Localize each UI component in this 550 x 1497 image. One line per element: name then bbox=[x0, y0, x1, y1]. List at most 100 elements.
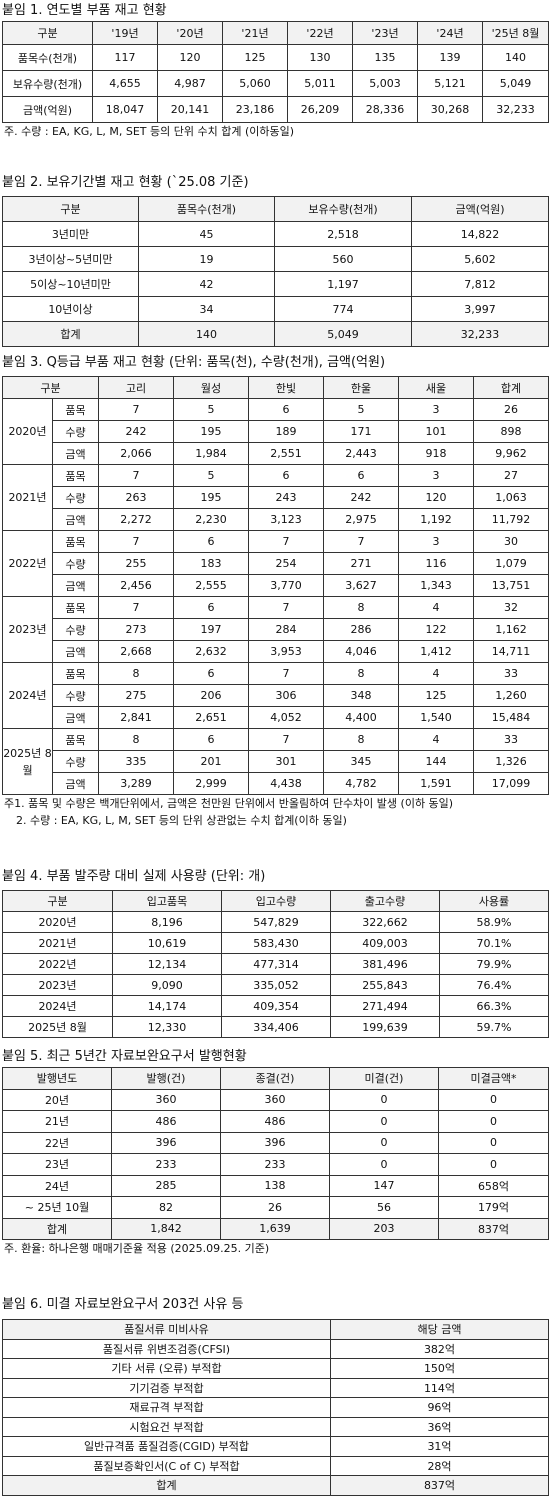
table-row: 2020년 품목 7 5 6 5 3 26 bbox=[2, 398, 549, 465]
table-cell: 3,997 bbox=[411, 296, 549, 322]
table-cell: 1,984 bbox=[173, 442, 249, 465]
note: 주. 수량 : EA, KG, L, M, SET 등의 단위 수치 합계 (이… bbox=[4, 125, 295, 138]
header-cell: '21년 bbox=[222, 21, 288, 45]
group-label: 2023년 bbox=[2, 596, 53, 663]
table-cell: 285 bbox=[111, 1174, 221, 1197]
table: 구분 '19년 '20년 '21년 '22년 '23년 '24년 '25년 8월 품목수(천개)… bbox=[2, 21, 549, 123]
table-cell: 284 bbox=[248, 618, 324, 641]
table-row: 수량 275 206 306 348 125 1,260 bbox=[3, 684, 549, 707]
table-cell: 23년 bbox=[2, 1153, 112, 1176]
section-title: 붙임 6. 미결 자료보완요구서 203건 사유 등 bbox=[2, 1297, 244, 1312]
header-cell: '25년 8월 bbox=[482, 21, 549, 45]
table-cell: 195 bbox=[173, 420, 249, 443]
table-cell: 183 bbox=[173, 552, 249, 575]
table-cell: 수량 bbox=[52, 420, 99, 443]
table-cell: 7 bbox=[98, 464, 174, 487]
table-row: 수량 255 183 254 271 116 1,079 bbox=[3, 552, 549, 575]
table-cell: 4,655 bbox=[92, 70, 158, 97]
table-cell: 4,052 bbox=[248, 706, 324, 729]
table-cell: 5,049 bbox=[482, 70, 549, 97]
table-row: 합계 140 5,049 32,233 bbox=[2, 321, 549, 347]
table-cell: 재료규격 부적합 bbox=[2, 1397, 331, 1418]
table-cell: 14,711 bbox=[473, 640, 549, 663]
table-cell: 5이상~10년미만 bbox=[2, 271, 139, 297]
table-row: 2020년 8,196 547,829 322,662 58.9% bbox=[2, 911, 549, 933]
table-cell: 1,540 bbox=[398, 706, 474, 729]
section: 붙임 1. 연도별 부품 재고 현황 구분 '19년 '20년 '21년 '22년 '23년… bbox=[2, 0, 549, 140]
header-cell: 새울 bbox=[398, 376, 474, 399]
table-cell: 286 bbox=[323, 618, 399, 641]
table-cell: 658억 bbox=[438, 1174, 549, 1197]
table-cell: 271 bbox=[323, 552, 399, 575]
table-cell: 기타 서류 (오류) 부적합 bbox=[2, 1358, 331, 1379]
table-cell: 120 bbox=[398, 486, 474, 509]
header-cell: 보유수량(천개) bbox=[274, 196, 412, 222]
table-cell: 138 bbox=[220, 1174, 330, 1197]
table-cell: 360 bbox=[111, 1088, 221, 1111]
table-cell: 147 bbox=[329, 1174, 439, 1197]
table-row: 품목수(천개) 117 120 125 130 135 139 140 bbox=[2, 44, 549, 71]
table-cell: 금액 bbox=[52, 772, 99, 795]
table-cell: 6 bbox=[173, 530, 249, 553]
header-cell: 입고수량 bbox=[221, 890, 331, 912]
table-cell: 품질보증확인서(C of C) 부적합 bbox=[2, 1455, 331, 1476]
table-cell: 4,782 bbox=[323, 772, 399, 795]
table-cell: 4,400 bbox=[323, 706, 399, 729]
table-cell: 7 bbox=[98, 530, 174, 553]
table-cell: 수량 bbox=[52, 684, 99, 707]
table-row: 2024년 14,174 409,354 271,494 66.3% bbox=[2, 995, 549, 1017]
table-cell: 3년미만 bbox=[2, 221, 139, 247]
table-body: 품질서류 미비사유 해당 금액 품질서류 위변조검증(CFSI) 382억 기타 서류 … bbox=[2, 1319, 549, 1496]
table-cell: 32,233 bbox=[482, 96, 549, 123]
table-cell: 0 bbox=[438, 1110, 549, 1133]
table-cell: 2,518 bbox=[274, 221, 412, 247]
table-cell: 486 bbox=[111, 1110, 221, 1133]
table-cell: 2,443 bbox=[323, 442, 399, 465]
section: 붙임 4. 부품 발주량 대비 실제 사용량 (단위: 개) 구분 입고품목 입고수량… bbox=[2, 866, 549, 1038]
table-cell: 0 bbox=[329, 1110, 439, 1133]
table-cell: 7 bbox=[248, 662, 324, 685]
table-cell: 486 bbox=[220, 1110, 330, 1133]
table-row: 수량 263 195 243 242 120 1,063 bbox=[3, 486, 549, 509]
note: 주1. 품목 및 수량은 백개단위에서, 금액은 천만원 단위에서 반올림하여 … bbox=[4, 797, 454, 810]
table-cell: 4,046 bbox=[323, 640, 399, 663]
table-cell: 10,619 bbox=[112, 932, 222, 954]
table-cell: 26 bbox=[473, 398, 549, 421]
table-cell: 345 bbox=[323, 750, 399, 773]
table: 발행년도 발행(건) 종결(건) 미결(건) 미결금액* 20년 360 360 0 0 21년 48… bbox=[2, 1067, 549, 1240]
table-cell: 7 bbox=[323, 530, 399, 553]
table-cell: 560 bbox=[274, 246, 412, 272]
header-cell: 품질서류 미비사유 bbox=[2, 1319, 331, 1340]
table-cell: 2,555 bbox=[173, 574, 249, 597]
table-cell: 합계 bbox=[2, 321, 139, 347]
table-cell: 360 bbox=[220, 1088, 330, 1111]
table: 구분 품목수(천개) 보유수량(천개) 금액(억원) 3년미만 45 2,518 14,822… bbox=[2, 196, 549, 347]
table-cell: 2,272 bbox=[98, 508, 174, 531]
table-row: 20년 360 360 0 0 bbox=[2, 1088, 549, 1111]
table-cell: 20년 bbox=[2, 1088, 112, 1111]
table-cell: 2,999 bbox=[173, 772, 249, 795]
table-cell: 117 bbox=[92, 44, 158, 71]
table-cell: 1,591 bbox=[398, 772, 474, 795]
table-cell: 335 bbox=[98, 750, 174, 773]
table-row: 금액 2,272 2,230 3,123 2,975 1,192 11,792 bbox=[3, 508, 549, 531]
table-cell: 381,496 bbox=[330, 953, 440, 975]
table-cell: 합계 bbox=[2, 1217, 112, 1240]
table-row: 21년 486 486 0 0 bbox=[2, 1110, 549, 1133]
header-cell: 구분 bbox=[2, 21, 93, 45]
table-row: 금액 2,668 2,632 3,953 4,046 1,412 14,711 bbox=[3, 640, 549, 663]
section-title: 붙임 4. 부품 발주량 대비 실제 사용량 (단위: 개) bbox=[2, 869, 266, 884]
table-cell: 2,066 bbox=[98, 442, 174, 465]
table-cell: 20,141 bbox=[157, 96, 223, 123]
table-cell: 547,829 bbox=[221, 911, 331, 933]
table-body: 구분 '19년 '20년 '21년 '22년 '23년 '24년 '25년 8월 품목수(천개)… bbox=[2, 21, 549, 123]
table-body: 발행년도 발행(건) 종결(건) 미결(건) 미결금액* 20년 360 360 0 0 21년 48… bbox=[2, 1067, 549, 1240]
header-cell: 입고품목 bbox=[112, 890, 222, 912]
table-cell: 금액 bbox=[52, 574, 99, 597]
table-row: 2022년 12,134 477,314 381,496 79.9% bbox=[2, 953, 549, 975]
header-cell: 사용률 bbox=[439, 890, 549, 912]
table-cell: 409,003 bbox=[330, 932, 440, 954]
table-cell: 150억 bbox=[330, 1358, 549, 1379]
table-row: 5이상~10년미만 42 1,197 7,812 bbox=[2, 271, 549, 297]
